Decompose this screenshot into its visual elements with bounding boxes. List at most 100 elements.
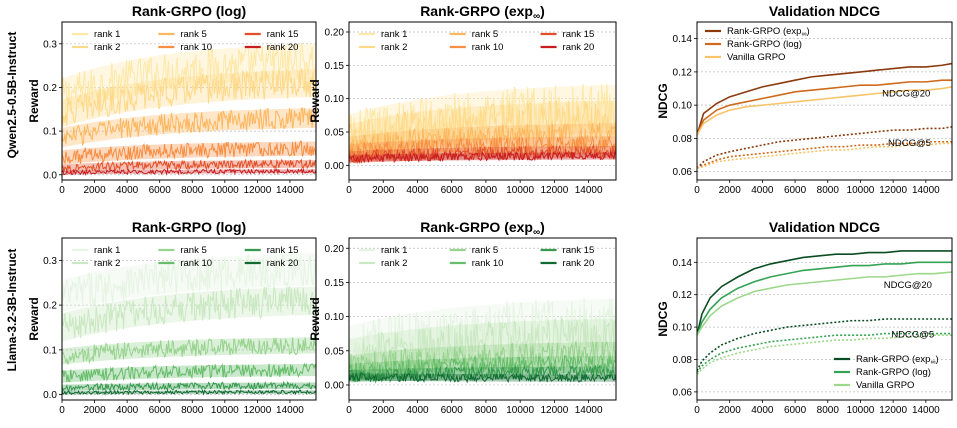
panel-validation-ndcg-qwen: Validation NDCG NDCG@20 NDCG@5 0 2000 4000 600… bbox=[656, 3, 953, 196]
x-tick-label: 0 bbox=[59, 405, 65, 416]
annotation-ndcg-20: NDCG@20 bbox=[882, 89, 930, 100]
x-tick-label: 4000 bbox=[406, 185, 429, 196]
series-rank-2 bbox=[62, 67, 316, 126]
plot-area bbox=[62, 42, 316, 176]
y-tick-label: 0.3 bbox=[43, 256, 57, 267]
legend-label-rank-15: rank 15 bbox=[267, 29, 299, 40]
y-tick-label: 0.10 bbox=[673, 101, 693, 112]
x-tick-label: 14000 bbox=[575, 185, 603, 196]
plot-area bbox=[349, 84, 616, 164]
x-tick-label: 12000 bbox=[879, 185, 907, 196]
series-vanilla-ndcg-5 bbox=[697, 142, 952, 170]
plot-area bbox=[62, 252, 316, 396]
x-tick-label: 0 bbox=[59, 185, 65, 196]
panel-validation-ndcg-llama: Validation NDCG NDCG@20 NDCG@5 0 2000 4000 600… bbox=[656, 219, 953, 416]
x-tick-label: 4000 bbox=[116, 405, 139, 416]
series-exp-ndcg-20 bbox=[697, 250, 952, 336]
x-tick-label: 2000 bbox=[372, 405, 395, 416]
legend-label-rank-20: rank 20 bbox=[563, 258, 595, 269]
x-tick-label: 12000 bbox=[879, 405, 907, 416]
plot-area bbox=[697, 62, 952, 170]
panel-title: Rank-GRPO (exp∞) bbox=[420, 219, 545, 238]
y-tick-label: 0.14 bbox=[673, 258, 693, 269]
legend-label-rank-15: rank 15 bbox=[563, 245, 595, 256]
x-tick-label: 10000 bbox=[847, 185, 875, 196]
y-tick-label: 0.1 bbox=[43, 345, 57, 356]
legend-label-log: Rank-GRPO (log) bbox=[727, 39, 802, 50]
legend-label-vanilla: Vanilla GRPO bbox=[856, 380, 914, 391]
panel-title: Rank-GRPO (log) bbox=[132, 219, 246, 235]
series-vanilla-ndcg-20 bbox=[697, 86, 952, 136]
panel-rank-grpo-exp-qwen: Rank-GRPO (exp∞) 0 2000 4000 6000 8000 10000 12… bbox=[308, 3, 617, 196]
series-rank-5 bbox=[349, 122, 616, 159]
series-log-ndcg-20 bbox=[697, 261, 952, 336]
x-tick-label: 10000 bbox=[506, 185, 534, 196]
y-tick-label: 0.05 bbox=[325, 128, 345, 139]
x-tick-label: 0 bbox=[346, 405, 352, 416]
y-tick-label: 0.20 bbox=[325, 244, 345, 255]
series-rank-5 bbox=[349, 340, 616, 381]
axes-frame bbox=[696, 237, 953, 401]
series-rank-15 bbox=[62, 380, 316, 393]
band-rank-2 bbox=[62, 286, 316, 342]
x-tick-label: 10000 bbox=[506, 405, 534, 416]
x-tick-label: 4000 bbox=[406, 405, 429, 416]
y-tick-label: 0.08 bbox=[673, 134, 693, 145]
series-rank-10 bbox=[62, 362, 316, 383]
series-exp-ndcg-5 bbox=[697, 125, 952, 169]
legend-label-exp: Rank-GRPO (exp∞) bbox=[727, 26, 810, 38]
y-axis-label: Reward bbox=[308, 79, 322, 122]
x-tick-label: 2000 bbox=[719, 405, 742, 416]
y-tick-label: 0.10 bbox=[325, 94, 345, 105]
panel-rank-grpo-exp-llama: Rank-GRPO (exp∞) 0 2000 4000 6000 8000 10000 12… bbox=[308, 219, 617, 416]
series-rank-2 bbox=[349, 316, 616, 374]
x-tick-label: 14000 bbox=[276, 185, 304, 196]
legend-label-rank-20: rank 20 bbox=[563, 42, 595, 53]
y-tick-label: 0.3 bbox=[43, 39, 57, 50]
axes-frame bbox=[61, 237, 317, 401]
series-rank-2 bbox=[349, 100, 616, 155]
y-tick-label: 0.2 bbox=[43, 83, 57, 94]
x-tick-label: 8000 bbox=[181, 185, 204, 196]
legend-label-rank-5: rank 5 bbox=[472, 245, 498, 256]
y-tick-label: 0.12 bbox=[673, 67, 693, 78]
x-tick-label: 0 bbox=[346, 185, 352, 196]
band-rank-5 bbox=[62, 108, 316, 148]
y-tick-label: 0.15 bbox=[325, 278, 345, 289]
series-rank-2 bbox=[62, 285, 316, 339]
x-tick-label: 12000 bbox=[540, 405, 568, 416]
legend-label-rank-10: rank 10 bbox=[180, 258, 212, 269]
x-tick-label: 2000 bbox=[83, 185, 106, 196]
y-axis-label: Reward bbox=[27, 79, 41, 122]
y-tick-label: 0.10 bbox=[325, 312, 345, 323]
y-tick-label: 0.1 bbox=[43, 127, 57, 138]
legend-label-rank-20: rank 20 bbox=[267, 42, 299, 53]
y-tick-label: 0.15 bbox=[325, 61, 345, 72]
legend-label-rank-10: rank 10 bbox=[472, 42, 504, 53]
series-log-ndcg-20 bbox=[697, 79, 952, 136]
y-tick-label: 0.06 bbox=[673, 387, 693, 398]
annotation-ndcg-20: NDCG@20 bbox=[884, 280, 932, 291]
series-rank-20 bbox=[62, 388, 316, 396]
series-log-ndcg-5 bbox=[697, 332, 952, 373]
panel-title: Validation NDCG bbox=[769, 219, 880, 235]
series-rank-20 bbox=[349, 371, 616, 384]
legend-label-rank-10: rank 10 bbox=[472, 258, 504, 269]
x-tick-label: 14000 bbox=[912, 405, 940, 416]
legend-label-rank-15: rank 15 bbox=[563, 29, 595, 40]
y-tick-label: 0.08 bbox=[673, 355, 693, 366]
panel-title: Rank-GRPO (log) bbox=[132, 3, 246, 19]
y-tick-label: 0.0 bbox=[43, 390, 57, 401]
y-axis-label: Reward bbox=[308, 297, 322, 340]
x-tick-label: 10000 bbox=[847, 405, 875, 416]
legend-label-rank-1: rank 1 bbox=[94, 29, 120, 40]
y-tick-label: 0.05 bbox=[325, 346, 345, 357]
series-rank-1 bbox=[62, 252, 316, 307]
x-tick-label: 14000 bbox=[575, 405, 603, 416]
legend-label-exp: Rank-GRPO (exp∞) bbox=[856, 354, 939, 366]
panel-title: Rank-GRPO (exp∞) bbox=[420, 3, 545, 22]
legend-label-rank-2: rank 2 bbox=[381, 42, 407, 53]
annotation-ndcg-5: NDCG@5 bbox=[888, 138, 931, 149]
x-tick-label: 12000 bbox=[243, 185, 271, 196]
